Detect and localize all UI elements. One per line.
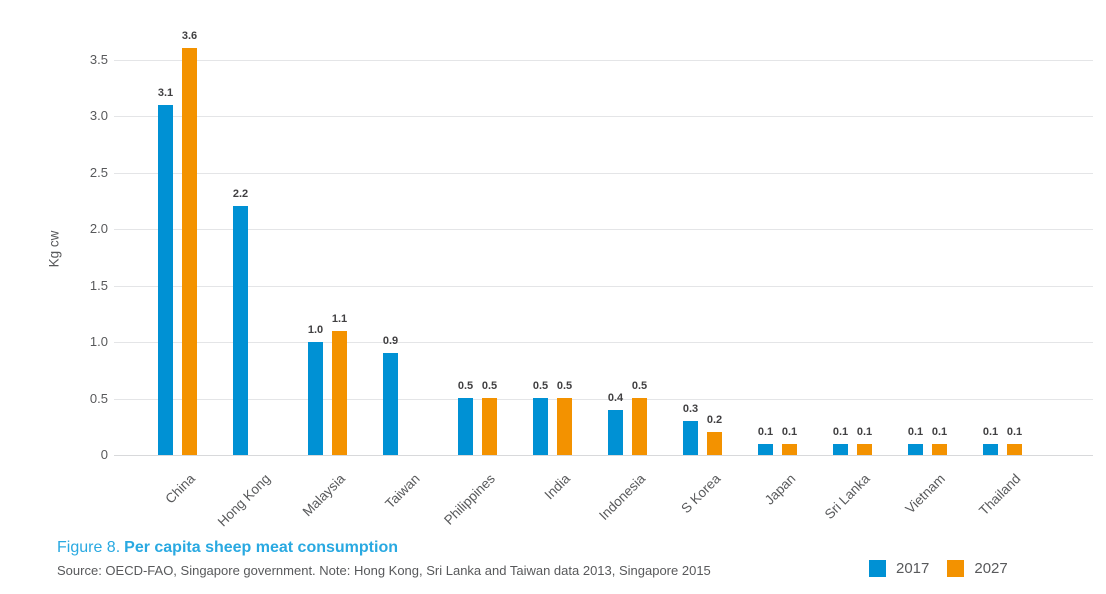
- gridline-2.5: [114, 172, 1093, 174]
- bar-value-label: 3.6: [181, 30, 198, 42]
- bar-value-label: 0.1: [982, 426, 999, 438]
- bar-2017-vietnam: [908, 444, 923, 455]
- bar-value-label: 0.1: [1006, 426, 1023, 438]
- gridline-0: [114, 455, 1093, 456]
- x-category-label: Taiwan: [382, 471, 424, 512]
- source-note: Source: OECD-FAO, Singapore government. …: [57, 563, 711, 578]
- legend: 2017 2027: [869, 560, 1008, 577]
- legend-label: 2027: [974, 560, 1008, 577]
- bar-2017-japan: [758, 444, 773, 455]
- legend-swatch-2027: [947, 560, 965, 577]
- bar-value-label: 1.1: [331, 313, 348, 325]
- x-category-label: China: [162, 471, 199, 507]
- legend-item-2017: 2017: [869, 560, 929, 577]
- bar-value-label: 0.2: [706, 414, 723, 426]
- gridline-3.0: [114, 116, 1093, 117]
- caption-prefix: Figure 8.: [57, 539, 121, 556]
- x-category-label: Thailand: [975, 471, 1024, 519]
- bar-value-label: 0.5: [532, 380, 549, 392]
- x-category-label: India: [541, 471, 574, 503]
- y-tick-label: 3.0: [89, 108, 108, 123]
- bar-2027-sri-lanka: [857, 444, 872, 455]
- x-category-label: Hong Kong: [214, 471, 274, 530]
- bar-2017-thailand: [983, 444, 998, 455]
- bar-value-label: 0.1: [931, 426, 948, 438]
- bar-2027-indonesia: [632, 398, 647, 455]
- x-category-label: Vietnam: [902, 471, 949, 517]
- bar-value-label: 0.5: [631, 380, 648, 392]
- bar-2027-malaysia: [332, 331, 347, 455]
- bar-2017-malaysia: [308, 342, 323, 455]
- bar-2027-japan: [782, 444, 797, 455]
- bar-value-label: 0.5: [556, 380, 573, 392]
- bar-2017-sri-lanka: [833, 444, 848, 455]
- bar-value-label: 0.5: [481, 380, 498, 392]
- bar-value-label: 0.4: [607, 392, 624, 404]
- y-tick-label: 0.5: [89, 390, 108, 406]
- bar-value-label: 0.1: [856, 426, 873, 438]
- bar-value-label: 0.1: [781, 426, 798, 438]
- bar-value-label: 3.1: [157, 87, 174, 99]
- bar-2027-vietnam: [932, 444, 947, 455]
- x-category-label: Philippines: [441, 471, 499, 528]
- bar-value-label: 0.3: [682, 403, 699, 415]
- gridline-0.5: [114, 398, 1093, 400]
- bar-2027-thailand: [1007, 444, 1022, 455]
- figure-caption: Figure 8. Per capita sheep meat consumpti…: [57, 539, 398, 557]
- y-tick-label: 1.5: [89, 277, 108, 293]
- gridline-1.5: [114, 285, 1093, 287]
- legend-swatch-2017: [869, 560, 886, 577]
- bar-value-label: 0.1: [757, 426, 774, 438]
- legend-label: 2017: [896, 560, 930, 577]
- bar-value-label: 0.5: [457, 380, 474, 392]
- caption-title: Per capita sheep meat consumption: [124, 539, 398, 556]
- y-tick-label: 0: [100, 447, 108, 462]
- bar-2027-china: [182, 48, 197, 455]
- bar-value-label: 0.1: [832, 426, 849, 438]
- bar-2027-philippines: [482, 398, 497, 455]
- x-category-label: Sri Lanka: [822, 471, 874, 522]
- bar-2017-indonesia: [608, 410, 623, 455]
- bar-value-label: 0.9: [382, 335, 399, 347]
- x-category-label: S Korea: [678, 471, 724, 517]
- bar-2027-s-korea: [707, 432, 722, 455]
- bar-value-label: 0.1: [907, 426, 924, 438]
- gridline-2.0: [114, 229, 1093, 230]
- y-tick-label: 2.0: [89, 221, 108, 236]
- bar-2017-philippines: [458, 398, 473, 455]
- y-tick-label: 2.5: [89, 164, 108, 180]
- y-tick-label: 3.5: [89, 51, 108, 67]
- gridline-3.5: [114, 59, 1093, 61]
- bar-2017-s-korea: [683, 421, 698, 455]
- bar-2017-hong-kong: [233, 206, 248, 455]
- bar-2017-taiwan: [383, 353, 398, 455]
- bar-2017-india: [533, 398, 548, 455]
- bar-value-label: 1.0: [307, 324, 324, 336]
- bar-value-label: 2.2: [232, 188, 249, 200]
- x-category-label: Malaysia: [299, 471, 349, 520]
- x-category-label: Japan: [761, 471, 799, 508]
- bar-2027-india: [557, 398, 572, 455]
- legend-item-2027: 2027: [947, 560, 1008, 577]
- x-category-label: Indonesia: [596, 471, 649, 524]
- bar-2017-china: [158, 105, 173, 455]
- y-tick-label: 1.0: [89, 334, 108, 349]
- gridline-1.0: [114, 342, 1093, 343]
